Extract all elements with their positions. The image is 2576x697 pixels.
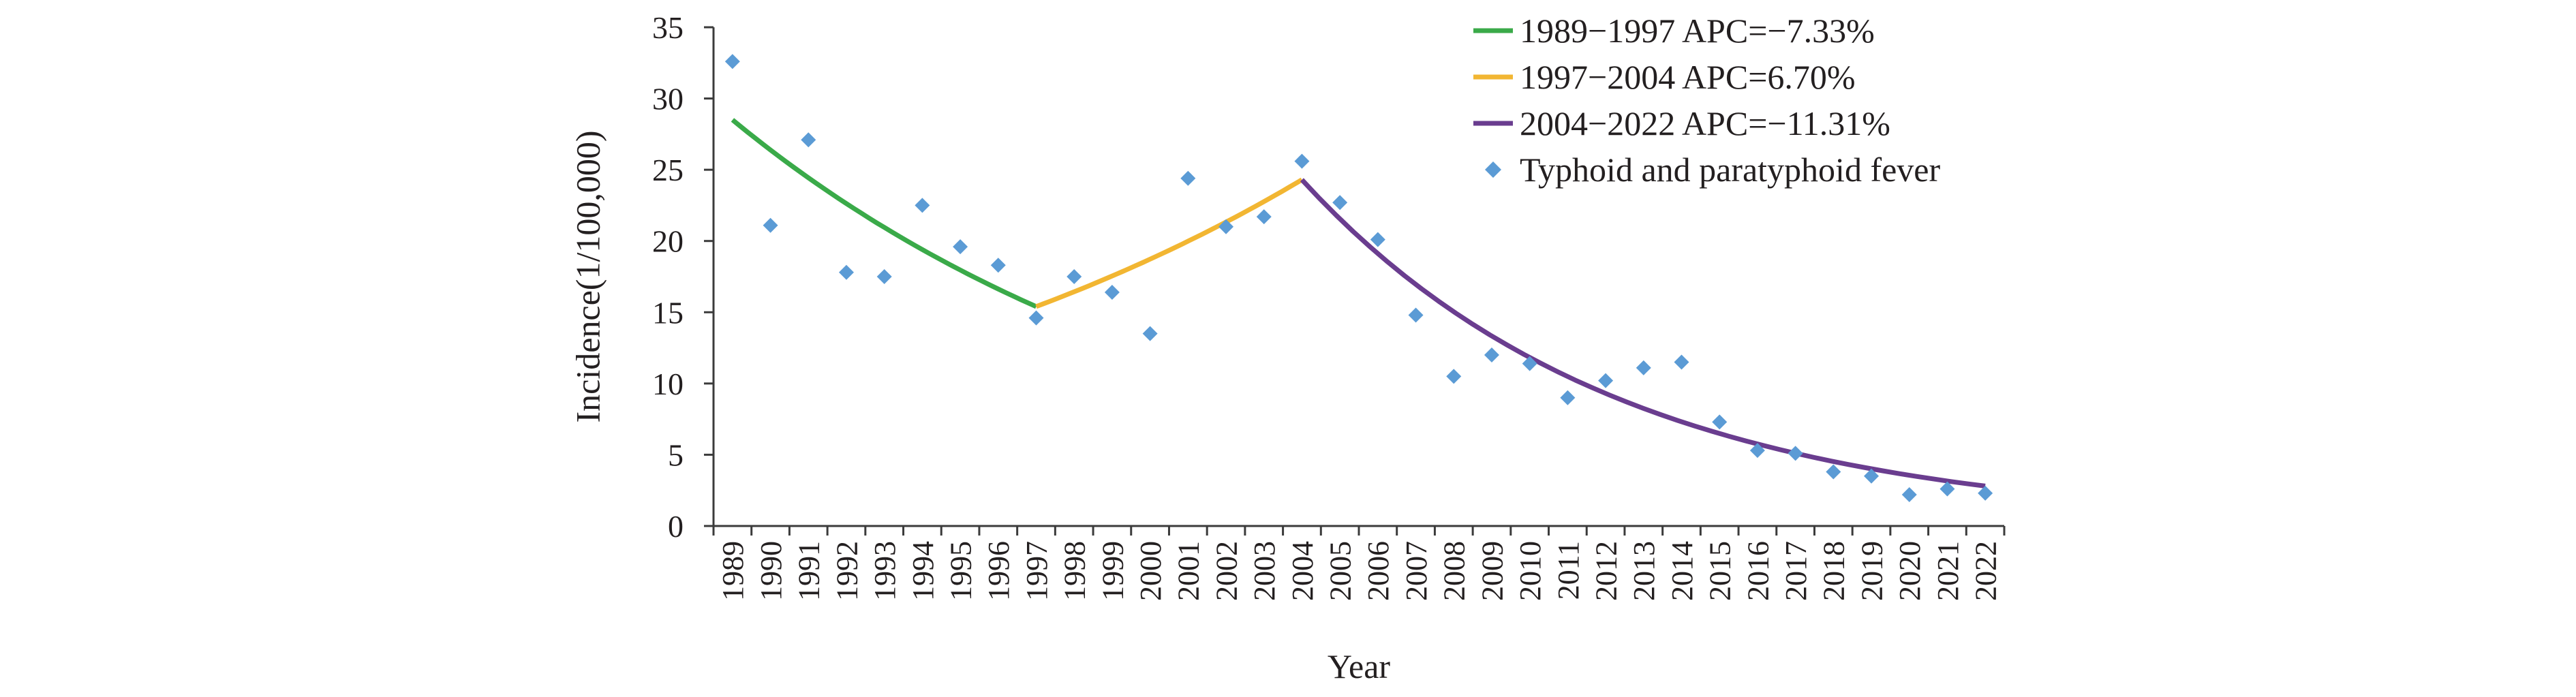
y-tick-label: 5 — [668, 437, 684, 472]
x-tick-label: 1989 — [716, 541, 750, 601]
trend-line-2 — [1035, 177, 1304, 309]
y-axis-title: Incidence(1/100,000) — [569, 130, 607, 422]
legend-label-scatter: Typhoid and paratyphoid fever — [1520, 151, 1940, 189]
data-point — [1332, 195, 1348, 211]
y-tick-label: 10 — [652, 367, 684, 401]
data-point — [1826, 464, 1841, 480]
x-tick-label: 1999 — [1096, 541, 1129, 601]
x-tick-label: 2009 — [1475, 541, 1509, 601]
data-point — [953, 239, 968, 255]
x-tick-label: 2016 — [1741, 541, 1775, 601]
data-point — [724, 54, 740, 69]
x-tick-label: 1996 — [982, 541, 1015, 601]
y-tick-label: 15 — [652, 295, 684, 330]
x-tick-label: 2013 — [1627, 541, 1661, 601]
data-point — [1067, 269, 1082, 284]
plot-area — [724, 54, 1993, 502]
data-point — [990, 258, 1006, 273]
data-point — [1939, 481, 1955, 497]
x-tick-label: 2014 — [1666, 541, 1699, 601]
legend-marker-scatter — [1485, 161, 1501, 178]
data-point — [1712, 414, 1728, 430]
data-point — [1446, 369, 1462, 384]
x-tick-label: 2021 — [1931, 541, 1965, 601]
data-point — [801, 132, 816, 148]
x-tick-label: 1992 — [830, 541, 863, 601]
x-tick-label: 2003 — [1248, 541, 1281, 601]
x-tick-label: 2011 — [1552, 541, 1585, 600]
data-point — [1256, 209, 1272, 225]
data-point — [1674, 354, 1689, 370]
x-axis: 1989 1990 1991 1992 1993 1994 1995 1996 1997 1998… — [712, 525, 2006, 601]
trend-line-3 — [1300, 178, 1986, 489]
x-tick-label: 1993 — [868, 541, 902, 601]
data-point — [876, 269, 892, 284]
data-point — [1901, 486, 1917, 502]
x-tick-label: 1995 — [944, 541, 977, 601]
data-point — [1598, 373, 1614, 388]
data-point — [1294, 153, 1310, 169]
data-point — [1028, 310, 1044, 326]
x-tick-label: 2000 — [1134, 541, 1167, 601]
x-tick-label: 2007 — [1400, 541, 1433, 601]
data-point — [1142, 326, 1158, 341]
x-axis-title: Year — [1328, 647, 1390, 685]
x-tick-label: 2004 — [1286, 541, 1319, 601]
legend-label-2: 1997−2004 APC=6.70% — [1520, 58, 1856, 96]
data-point — [1180, 170, 1196, 186]
data-point — [1749, 443, 1765, 459]
x-tick-label: 1991 — [793, 541, 826, 601]
x-tick-label: 1998 — [1058, 541, 1092, 601]
x-tick-label: 2015 — [1704, 541, 1737, 601]
x-tick-label: 2002 — [1210, 541, 1243, 601]
y-tick-label: 35 — [652, 10, 684, 45]
data-point — [1370, 232, 1385, 247]
x-tick-label: 2019 — [1855, 541, 1888, 601]
y-tick-label: 0 — [668, 509, 684, 544]
x-tick-label: 2012 — [1589, 541, 1623, 601]
y-tick-label: 25 — [652, 153, 684, 187]
data-point — [1104, 285, 1120, 300]
x-tick-label: 2020 — [1893, 541, 1927, 601]
x-tick-label: 2005 — [1324, 541, 1358, 601]
trend-line-1 — [731, 118, 1037, 309]
data-point — [1864, 468, 1880, 484]
legend-label-1: 1989−1997 APC=−7.33% — [1520, 12, 1875, 50]
x-tick-label: 2010 — [1514, 541, 1547, 601]
y-axis: 0 5 10 15 20 25 30 35 — [652, 10, 715, 544]
data-point — [1560, 390, 1576, 405]
data-point — [1636, 360, 1651, 375]
data-point — [1218, 219, 1234, 234]
data-point — [915, 198, 930, 213]
x-tick-label: 1997 — [1020, 541, 1054, 601]
data-point — [1978, 485, 1993, 501]
x-tick-label: 1994 — [906, 541, 940, 601]
data-point — [1484, 347, 1499, 363]
legend-label-3: 2004−2022 APC=−11.31% — [1520, 104, 1890, 142]
y-tick-label: 20 — [652, 224, 684, 259]
x-tick-label: 2018 — [1818, 541, 1851, 601]
legend: 1989−1997 APC=−7.33% 1997−2004 APC=6.70% 2… — [1473, 12, 1940, 189]
data-point — [1408, 307, 1424, 323]
x-tick-label: 2001 — [1172, 541, 1206, 601]
data-point — [838, 264, 854, 280]
data-point — [1522, 356, 1537, 371]
y-tick-label: 30 — [652, 82, 684, 117]
data-point — [763, 217, 778, 233]
data-point — [1788, 446, 1803, 461]
x-tick-label: 2008 — [1438, 541, 1471, 601]
x-tick-label: 1990 — [754, 541, 788, 601]
x-tick-label: 2022 — [1969, 541, 2003, 601]
x-tick-label: 2017 — [1779, 541, 1813, 601]
x-tick-label: 2006 — [1362, 541, 1395, 601]
